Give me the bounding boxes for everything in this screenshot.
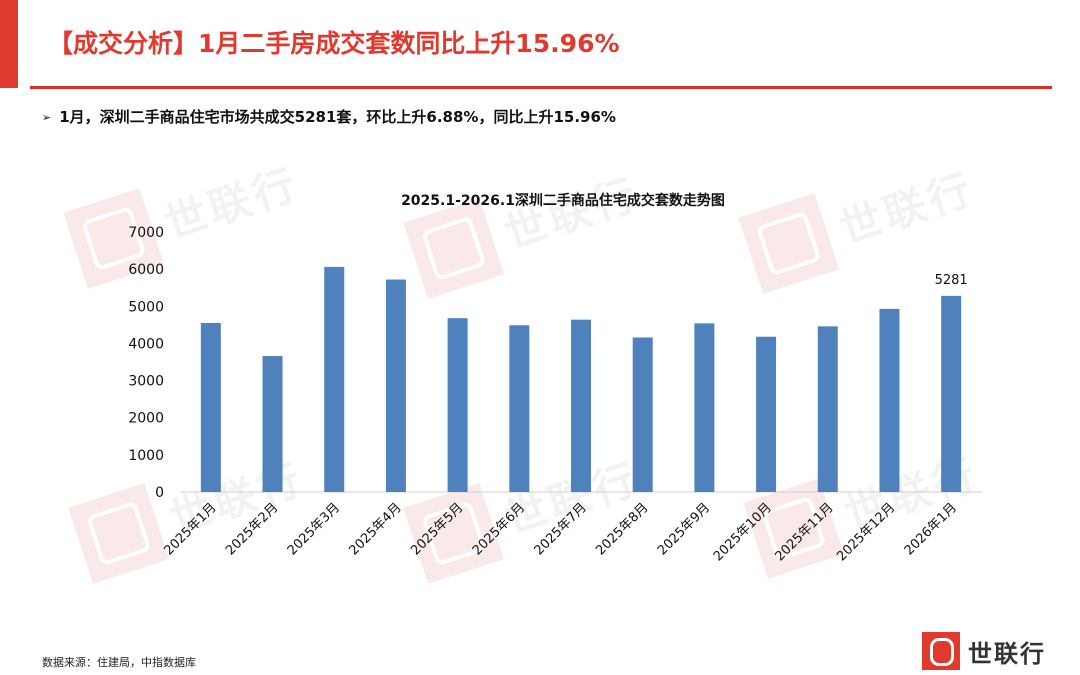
x-tick-label: 2025年7月: [532, 500, 590, 558]
x-axis: 2025年1月 2025年2月 2025年3月 2025年4月 2025年5月 2025年…: [161, 500, 960, 564]
bar: [447, 318, 468, 492]
x-tick-label: 2025年5月: [408, 500, 466, 558]
bar: [632, 337, 653, 492]
bar: [509, 325, 530, 492]
bar: [385, 279, 406, 492]
x-tick-label: 2025年3月: [285, 500, 343, 558]
summary-line: ➢ 1月，深圳二手商品住宅市场共成交5281套，环比上升6.88%，同比上升15.…: [42, 106, 616, 127]
y-tick-label: 3000: [128, 374, 164, 390]
y-tick-label: 4000: [128, 336, 164, 352]
x-tick-label: 2025年12月: [834, 500, 898, 564]
x-tick-label: 2025年1月: [161, 500, 219, 558]
x-tick-label: 2025年11月: [773, 500, 837, 564]
data-label: 5281: [935, 273, 968, 288]
y-tick-label: 1000: [128, 448, 164, 464]
x-tick-label: 2025年6月: [470, 500, 528, 558]
data-source-note: 数据来源：住建局，中指数据库: [42, 656, 196, 669]
y-tick-label: 2000: [128, 411, 164, 427]
bar: [941, 295, 962, 492]
x-tick-label: 2025年10月: [711, 500, 775, 564]
x-tick-label: 2025年4月: [347, 500, 405, 558]
bar: [756, 336, 777, 492]
y-tick-label: 6000: [128, 262, 164, 278]
bar-series: 5281: [200, 266, 968, 492]
y-tick-label: 0: [155, 485, 164, 501]
bullet-arrow-icon: ➢: [42, 111, 52, 124]
x-tick-label: 2025年9月: [655, 500, 713, 558]
x-tick-label: 2026年1月: [902, 500, 960, 558]
brand-logo: 世联行: [922, 632, 1046, 670]
chart-title: 2025.1-2026.1深圳二手商品住宅成交套数走势图: [401, 192, 725, 209]
bar: [879, 308, 900, 492]
y-tick-label: 5000: [128, 299, 164, 315]
title-divider: [30, 86, 1052, 89]
brand-mark-icon: [922, 632, 960, 670]
bar: [262, 356, 283, 492]
bar: [200, 323, 221, 492]
y-axis: 0 1000 2000 3000 4000 5000 6000 7000: [128, 225, 982, 501]
page-title: 【成交分析】1月二手房成交套数同比上升15.96%: [48, 29, 620, 58]
x-tick-label: 2025年8月: [593, 500, 651, 558]
bar: [694, 323, 715, 492]
accent-bar: [0, 0, 18, 88]
brand-name: 世联行: [968, 639, 1046, 668]
summary-text: 1月，深圳二手商品住宅市场共成交5281套，环比上升6.88%，同比上升15.9…: [59, 108, 616, 126]
bar: [571, 319, 591, 492]
x-tick-label: 2025年2月: [223, 500, 281, 558]
bar: [817, 326, 838, 492]
bar: [324, 266, 345, 492]
y-tick-label: 7000: [128, 225, 164, 241]
